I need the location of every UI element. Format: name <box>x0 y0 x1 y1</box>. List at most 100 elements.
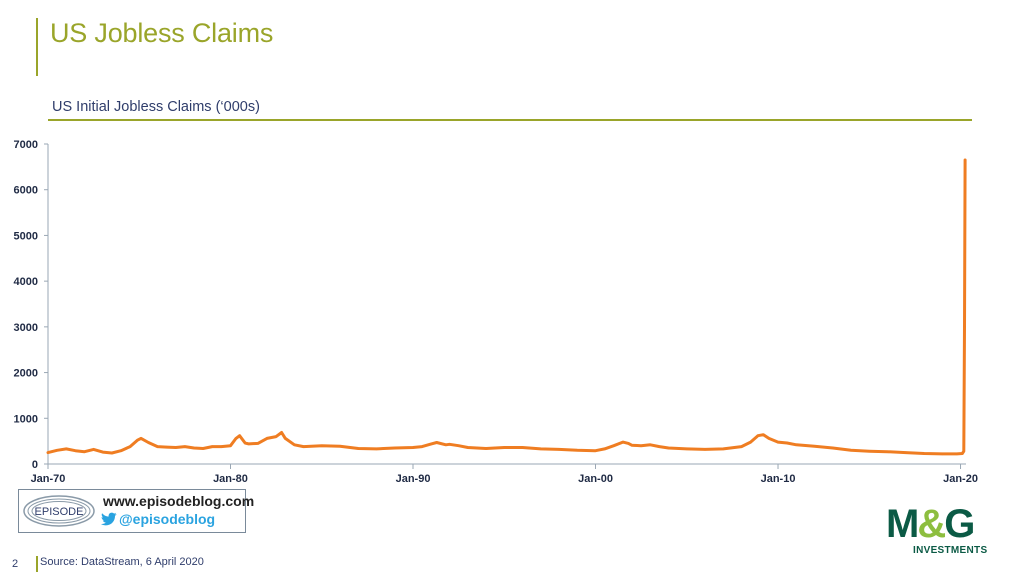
title-accent-bar <box>36 18 38 76</box>
data-point <box>238 434 241 437</box>
data-point <box>630 444 634 447</box>
series-group <box>46 158 967 456</box>
data-point <box>466 446 469 449</box>
data-point <box>756 434 760 437</box>
x-tick-label: Jan-10 <box>761 473 796 485</box>
data-point <box>457 444 460 447</box>
y-tick-label: 1000 <box>14 413 38 425</box>
page-number: 2 <box>12 558 19 570</box>
y-tick-label: 3000 <box>14 322 38 334</box>
chart-title: US Initial Jobless Claims (‘000s) <box>52 99 260 115</box>
chart-title-rule <box>48 119 972 121</box>
data-point <box>849 449 853 452</box>
twitter-icon <box>101 512 117 526</box>
data-point <box>557 448 561 451</box>
data-point <box>904 451 907 454</box>
data-point <box>685 447 688 451</box>
data-point <box>955 452 959 456</box>
data-point <box>183 445 187 448</box>
data-point <box>435 441 438 444</box>
data-point <box>74 449 77 452</box>
data-point <box>229 444 232 447</box>
data-point <box>256 442 260 445</box>
mg-logo: M&G <box>886 502 975 546</box>
episode-blog-badge[interactable]: EPISODE www.episodeblog.com @episodeblog <box>18 489 254 533</box>
data-point <box>165 445 168 449</box>
data-point <box>813 445 816 448</box>
twitter-handle[interactable]: @episodeblog <box>119 511 216 527</box>
episode-logo: EPISODE <box>23 495 95 527</box>
mg-logo-subtitle: INVESTMENTS <box>913 545 988 556</box>
mg-logo-m: M <box>886 502 919 546</box>
data-point <box>211 445 214 448</box>
data-point <box>521 446 524 449</box>
data-point <box>357 447 360 450</box>
data-point <box>280 431 283 434</box>
data-point <box>740 445 743 448</box>
data-point <box>963 158 967 162</box>
data-point <box>265 437 269 440</box>
data-point <box>139 437 143 440</box>
data-point <box>922 452 926 455</box>
episode-url[interactable]: www.episodeblog.com <box>103 493 255 509</box>
data-point <box>83 450 86 453</box>
data-point <box>201 447 205 450</box>
data-point <box>649 443 652 446</box>
data-point <box>767 437 771 440</box>
data-point <box>484 447 488 450</box>
data-point <box>174 446 177 449</box>
data-point <box>658 445 661 448</box>
data-point <box>320 444 323 447</box>
data-point <box>703 448 707 451</box>
data-point <box>776 440 780 444</box>
y-tick-label: 5000 <box>14 230 38 242</box>
data-point <box>612 444 615 447</box>
data-point <box>55 449 59 452</box>
data-point <box>101 450 105 454</box>
y-tick-label: 7000 <box>14 139 38 151</box>
data-point <box>795 443 798 446</box>
data-point <box>785 441 789 445</box>
data-point <box>868 450 871 453</box>
y-tick-label: 0 <box>32 459 38 471</box>
page-title: US Jobless Claims <box>50 18 274 48</box>
data-point <box>234 437 238 440</box>
data-point <box>576 449 579 452</box>
y-axis: 0 1000 2000 3000 4000 5000 6000 7000 <box>14 139 49 471</box>
data-point <box>375 447 378 451</box>
x-tick-label: Jan-70 <box>31 473 66 485</box>
data-point <box>749 440 752 444</box>
data-point <box>92 448 95 451</box>
data-point <box>65 447 68 451</box>
data-point <box>941 452 944 456</box>
data-point <box>722 447 725 451</box>
data-point <box>762 433 765 436</box>
y-tick-label: 6000 <box>14 185 38 197</box>
data-point <box>594 449 597 452</box>
data-point <box>46 451 50 454</box>
data-point <box>192 446 196 450</box>
episode-logo-text: EPISODE <box>35 506 84 518</box>
data-point <box>444 443 448 446</box>
source-accent-bar <box>36 556 38 572</box>
x-tick-label: Jan-90 <box>396 473 431 485</box>
x-tick-label: Jan-80 <box>213 473 248 485</box>
data-point <box>411 446 415 449</box>
mg-logo-g: G <box>944 502 975 546</box>
data-point <box>621 440 625 444</box>
source-note: Source: DataStream, 6 April 2020 <box>40 556 204 568</box>
x-tick-label: Jan-00 <box>578 473 613 485</box>
data-point <box>539 447 542 451</box>
data-point <box>128 445 132 448</box>
data-point <box>110 451 114 455</box>
data-point <box>961 452 964 455</box>
data-point <box>962 450 965 453</box>
data-point <box>284 437 287 440</box>
data-point <box>430 442 433 446</box>
data-point <box>831 446 834 450</box>
data-point <box>156 445 159 448</box>
data-point <box>119 449 123 452</box>
x-axis: Jan-70 Jan-80 Jan-90 Jan-00 Jan-10 Jan-20 <box>31 463 978 485</box>
data-point <box>886 450 889 453</box>
